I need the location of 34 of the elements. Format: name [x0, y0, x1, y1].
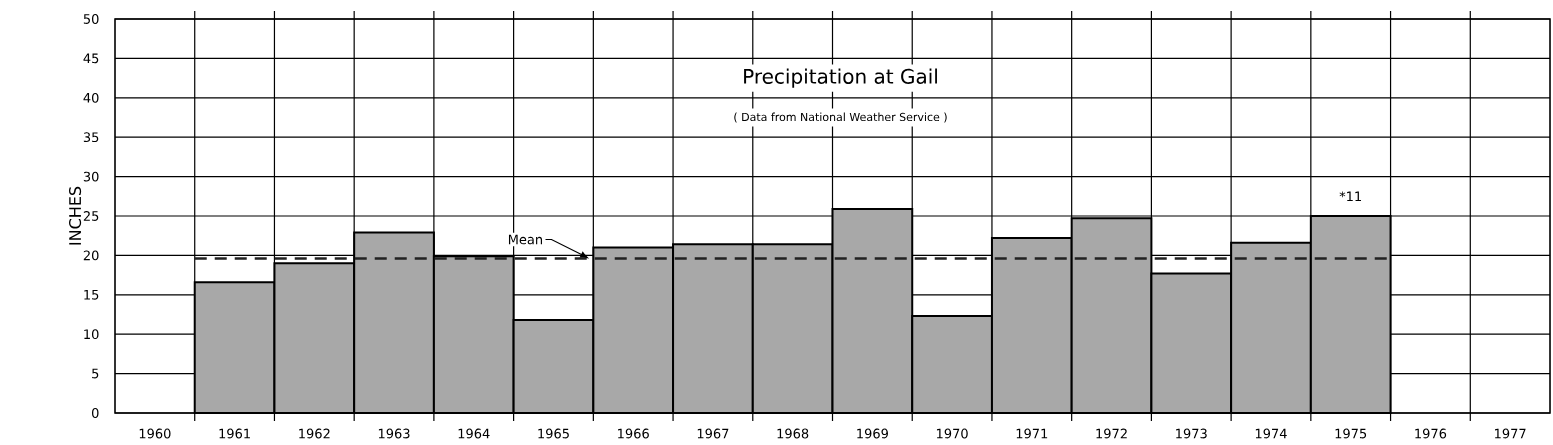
- y-tick-label: 15: [84, 289, 99, 300]
- y-tick-label: 45: [83, 53, 99, 64]
- y-tick-label: 10: [84, 329, 99, 340]
- y-tick-label: 50: [83, 14, 99, 24]
- x-tick-label: 1966: [618, 428, 649, 439]
- x-tick-label: 1972: [1096, 428, 1127, 439]
- y-tick-label: 5: [92, 368, 99, 379]
- x-tick-label: 1963: [378, 428, 410, 439]
- y-tick-label: 30: [83, 171, 99, 182]
- x-tick-label: 1968: [777, 428, 809, 439]
- x-tick-label: 1970: [936, 428, 968, 439]
- text: Precipitation at Gail: [744, 68, 937, 88]
- x-tick-label: 1967: [697, 428, 729, 439]
- y-axis-title: INCHES: [69, 186, 82, 245]
- x-tick-label: 1975: [1335, 428, 1367, 439]
- text: ( Data from National Weather Service ): [734, 112, 947, 123]
- x-tick-label: 1961: [219, 428, 250, 439]
- y-tick-label: 20: [83, 250, 99, 261]
- y-tick-label: 35: [83, 132, 99, 143]
- x-tick-label: 1965: [538, 428, 569, 439]
- x-tick-label: 1974: [1255, 428, 1287, 439]
- y-tick-label: 25: [83, 211, 99, 221]
- y-tick-label: 40: [83, 92, 99, 103]
- y-tick-label: 0: [91, 408, 99, 418]
- x-tick-label: 1973: [1176, 428, 1207, 439]
- x-tick-label: 1960: [139, 428, 171, 439]
- ref-line-label: Mean: [508, 234, 542, 245]
- annotation: *11: [1339, 191, 1362, 202]
- x-tick-label: 1962: [299, 428, 330, 439]
- x-tick-label: 1969: [857, 428, 888, 439]
- x-tick-label: 1971: [1016, 428, 1048, 439]
- x-tick-label: 1964: [458, 428, 490, 439]
- x-tick-label: 1976: [1415, 428, 1447, 439]
- x-tick-label: 1977: [1495, 428, 1526, 439]
